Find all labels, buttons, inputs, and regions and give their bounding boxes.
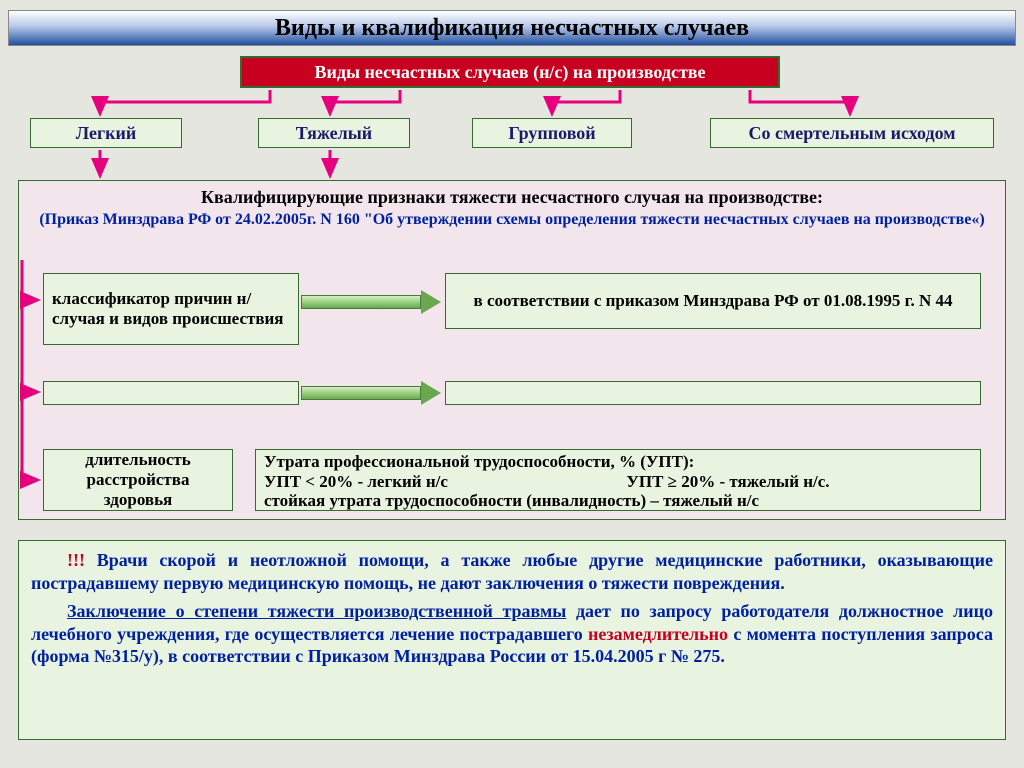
page-title-bar: Виды и квалификация несчастных случаев xyxy=(8,10,1016,46)
note-p2-red: незамедлительно xyxy=(588,624,728,644)
type-heavy: Тяжелый xyxy=(258,118,410,148)
note-p2: Заключение о степени тяжести производств… xyxy=(31,600,993,668)
frame-heading: Квалифицирующие признаки тяжести несчаст… xyxy=(19,187,1005,208)
green-arrow-1-body xyxy=(301,295,421,309)
upt-line2b: УПТ ≥ 20% - тяжелый н/с. xyxy=(626,472,829,491)
note-p2-underline: Заключение о степени тяжести производств… xyxy=(67,601,566,621)
type-light: Легкий xyxy=(30,118,182,148)
classifier-box: классификатор причин н/случая и видов пр… xyxy=(43,273,299,345)
upt-line2a: УПТ < 20% - легкий н/с xyxy=(264,472,448,491)
type-heavy-label: Тяжелый xyxy=(296,123,372,144)
type-fatal: Со смертельным исходом xyxy=(710,118,994,148)
accordance-box: в соответствии с приказом Минздрава РФ о… xyxy=(445,273,981,329)
note-p1-text: Врачи скорой и неотложной помощи, а такж… xyxy=(31,550,993,593)
types-banner: Виды несчастных случаев (н/с) на произво… xyxy=(240,56,780,88)
type-group: Групповой xyxy=(472,118,632,148)
accordance-text: в соответствии с приказом Минздрава РФ о… xyxy=(474,291,953,311)
note-p1: !!! Врачи скорой и неотложной помощи, а … xyxy=(31,549,993,594)
note-frame: !!! Врачи скорой и неотложной помощи, а … xyxy=(18,540,1006,740)
classifier-text: классификатор причин н/случая и видов пр… xyxy=(52,289,290,329)
green-arrow-2-body xyxy=(301,386,421,400)
upt-line3: стойкая утрата трудоспособности (инвалид… xyxy=(264,491,972,511)
empty-left-box xyxy=(43,381,299,405)
empty-right-box xyxy=(445,381,981,405)
qualification-frame: Квалифицирующие признаки тяжести несчаст… xyxy=(18,180,1006,520)
frame-subheading: (Приказ Минздрава РФ от 24.02.2005г. N 1… xyxy=(29,211,995,229)
type-fatal-label: Со смертельным исходом xyxy=(748,123,955,144)
green-arrow-1-head xyxy=(421,290,441,314)
upt-line2: УПТ < 20% - легкий н/с УПТ ≥ 20% - тяжел… xyxy=(264,472,972,492)
duration-box: длительность расстройства здоровья xyxy=(43,449,233,511)
type-light-label: Легкий xyxy=(76,123,137,144)
green-arrow-2-head xyxy=(421,381,441,405)
upt-box: Утрата профессиональной трудоспособности… xyxy=(255,449,981,511)
type-group-label: Групповой xyxy=(508,123,595,144)
page-title: Виды и квалификация несчастных случаев xyxy=(275,15,749,42)
duration-text: длительность расстройства здоровья xyxy=(52,450,224,510)
upt-line1: Утрата профессиональной трудоспособности… xyxy=(264,452,972,472)
types-banner-text: Виды несчастных случаев (н/с) на произво… xyxy=(314,62,705,83)
note-bang: !!! xyxy=(67,550,85,570)
